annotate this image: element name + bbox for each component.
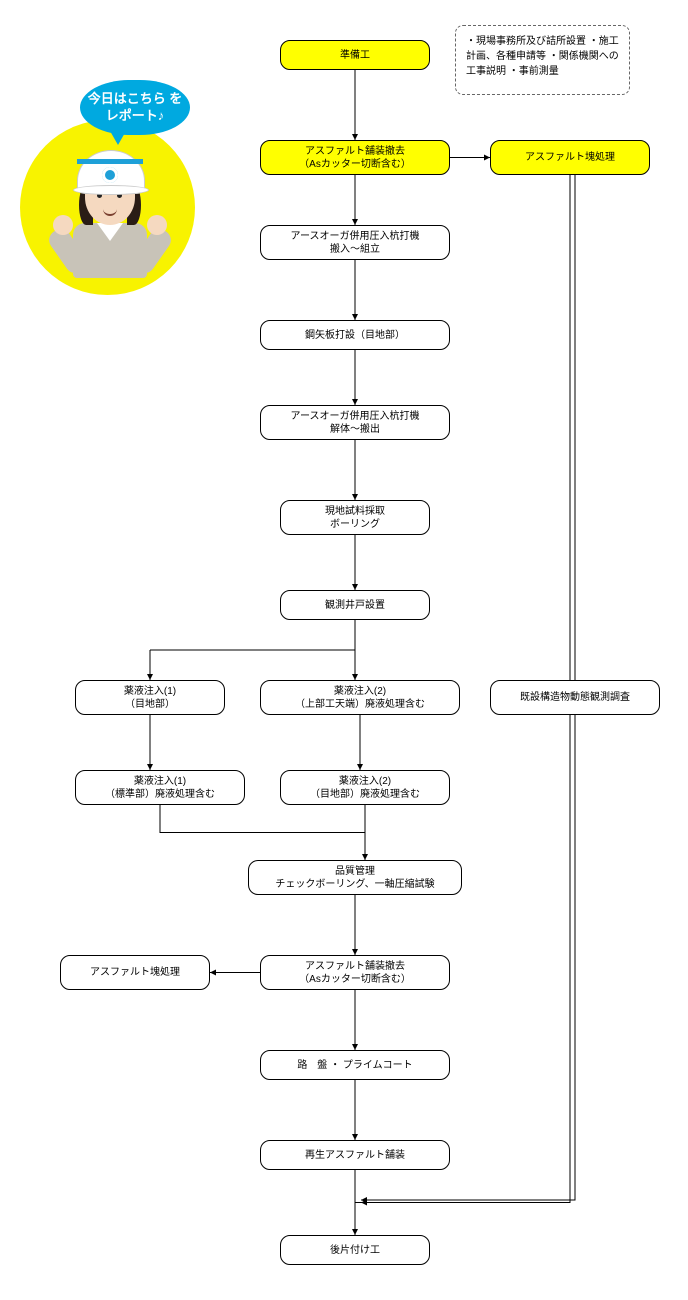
flow-node-label: 路 盤 ・ プライムコート — [297, 1059, 412, 1072]
flow-node-n3: アースオーガ併用圧入杭打機 搬入～組立 — [260, 225, 450, 260]
person-icon — [55, 145, 165, 285]
flow-node-n8c: 既設構造物動態観測調査 — [490, 680, 660, 715]
flow-node-n12: 路 盤 ・ プライムコート — [260, 1050, 450, 1080]
flow-node-label: アスファルト舗装撤去 （Asカッター切断含む） — [299, 145, 411, 171]
flow-node-n4: 鋼矢板打設（目地部） — [260, 320, 450, 350]
flow-node-label: アスファルト塊処理 — [525, 151, 615, 164]
flow-node-label: 再生アスファルト舗装 — [305, 1149, 405, 1162]
flow-node-label: 準備工 — [340, 49, 370, 62]
flow-node-n9a: 薬液注入(1) （標準部）廃液処理含む — [75, 770, 245, 805]
flow-node-n14: 後片付け工 — [280, 1235, 430, 1265]
flow-node-n11: アスファルト舗装撤去 （Asカッター切断含む） — [260, 955, 450, 990]
flow-node-n5: アースオーガ併用圧入杭打機 解体～搬出 — [260, 405, 450, 440]
flow-node-label: 後片付け工 — [330, 1244, 380, 1257]
flow-node-n9b: 薬液注入(2) （目地部）廃液処理含む — [280, 770, 450, 805]
bubble-text: 今日はこちら をレポート♪ — [84, 91, 186, 125]
flow-node-label: 鋼矢板打設（目地部） — [305, 329, 405, 342]
flow-node-n8b: 薬液注入(2) （上部工天端）廃液処理含む — [260, 680, 460, 715]
flow-node-n8a: 薬液注入(1) （目地部） — [75, 680, 225, 715]
flow-node-label: アースオーガ併用圧入杭打機 搬入～組立 — [291, 230, 420, 256]
flow-node-label: 薬液注入(2) （目地部）廃液処理含む — [310, 775, 420, 801]
flow-node-label: 薬液注入(2) （上部工天端）廃液処理含む — [295, 685, 425, 711]
flow-node-label: アスファルト舗装撤去 （Asカッター切断含む） — [299, 960, 411, 986]
flow-node-n7: 観測井戸設置 — [280, 590, 430, 620]
reporter-avatar: 今日はこちら をレポート♪ — [20, 90, 200, 300]
notes-box: ・現場事務所及び詰所設置 ・施工計画、各種申請等 ・関係機関への工事説明 ・事前… — [455, 25, 630, 95]
flow-node-label: 薬液注入(1) （目地部） — [124, 685, 176, 711]
flow-node-n13: 再生アスファルト舗装 — [260, 1140, 450, 1170]
flow-node-label: 品質管理 チェックボーリング、一軸圧縮試験 — [275, 865, 434, 891]
flow-node-label: アスファルト塊処理 — [90, 966, 180, 979]
flow-node-n10: 品質管理 チェックボーリング、一軸圧縮試験 — [248, 860, 462, 895]
flow-node-n6: 現地試料採取 ボーリング — [280, 500, 430, 535]
flow-node-label: 既設構造物動態観測調査 — [520, 691, 630, 704]
flow-node-n11b: アスファルト塊処理 — [60, 955, 210, 990]
flow-node-label: 観測井戸設置 — [325, 599, 385, 612]
flow-node-n2b: アスファルト塊処理 — [490, 140, 650, 175]
flow-node-label: アースオーガ併用圧入杭打機 解体～搬出 — [291, 410, 420, 436]
flow-node-label: 現地試料採取 ボーリング — [325, 505, 385, 531]
flow-node-n2: アスファルト舗装撤去 （Asカッター切断含む） — [260, 140, 450, 175]
flow-node-label: 薬液注入(1) （標準部）廃液処理含む — [105, 775, 215, 801]
speech-bubble: 今日はこちら をレポート♪ — [80, 80, 190, 135]
notes-text: ・現場事務所及び詰所設置 ・施工計画、各種申請等 ・関係機関への工事説明 ・事前… — [466, 36, 619, 77]
flow-node-n1: 準備工 — [280, 40, 430, 70]
